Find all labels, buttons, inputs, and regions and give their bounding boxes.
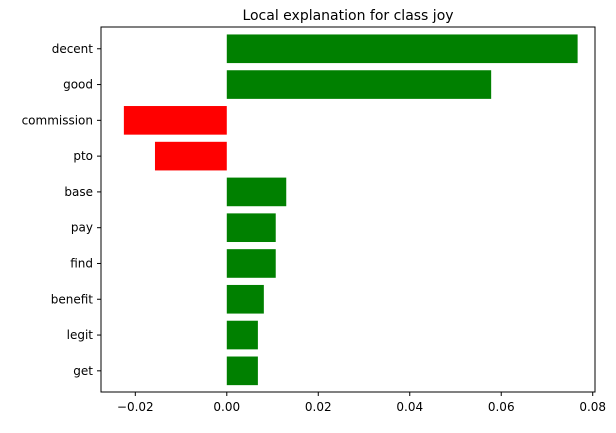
bar-pay: [226, 213, 276, 243]
y-tick-label-pto: pto: [73, 149, 93, 163]
x-axis-ticks: −0.02 0.00 0.02 0.04 0.06 0.08: [117, 392, 606, 414]
bar-benefit: [226, 284, 264, 314]
x-tick-label: −0.02: [117, 400, 154, 414]
x-tick-label: 0.04: [396, 400, 423, 414]
y-tick-label-get: get: [73, 364, 93, 378]
bar-get: [226, 356, 258, 386]
bar-pto: [154, 141, 227, 171]
bars-group: [123, 34, 578, 386]
x-tick-label: 0.06: [488, 400, 515, 414]
y-tick-label-good: good: [63, 78, 93, 92]
y-tick-label-find: find: [70, 256, 93, 270]
y-tick-label-commission: commission: [22, 113, 93, 127]
y-tick-label-decent: decent: [52, 42, 94, 56]
y-tick-label-base: base: [64, 185, 93, 199]
x-tick-label: 0.08: [579, 400, 606, 414]
y-tick-label-legit: legit: [67, 328, 94, 342]
y-tick-label-benefit: benefit: [51, 292, 94, 306]
x-tick-label: 0.00: [213, 400, 240, 414]
bar-good: [226, 70, 492, 99]
y-tick-label-pay: pay: [71, 221, 93, 235]
y-axis-ticks: decent good commission pto base pay find benefi…: [22, 42, 101, 378]
bar-decent: [226, 34, 578, 64]
chart-title: Local explanation for class joy: [242, 8, 453, 24]
bar-legit: [226, 320, 258, 350]
bar-find: [226, 249, 276, 278]
plot-frame: [100, 26, 596, 393]
bar-commission: [123, 106, 227, 135]
x-tick-label: 0.02: [305, 400, 332, 414]
bar-base: [226, 177, 287, 207]
